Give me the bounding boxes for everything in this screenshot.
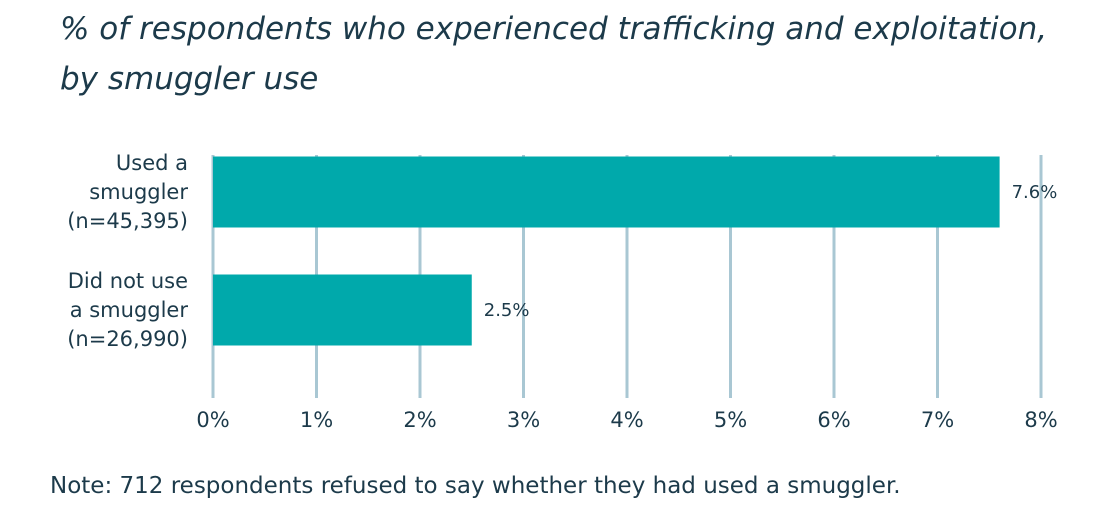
category-label: a smuggler — [70, 298, 189, 322]
data-label: 2.5% — [484, 300, 530, 321]
labels: 0% 1% 2% 3% 4% 5% 6% 7% 8% 7.6% Used a smuggler (n=4… — [67, 151, 1057, 432]
x-tick-label: 4% — [610, 408, 643, 432]
x-tick-label: 5% — [714, 408, 747, 432]
x-tick-label: 8% — [1024, 408, 1057, 432]
x-tick-label: 3% — [507, 408, 540, 432]
chart-note: Note: 712 respondents refused to say whe… — [50, 473, 901, 499]
category-label: Did not use — [68, 269, 188, 293]
bar — [213, 274, 472, 346]
x-tick-label: 0% — [196, 408, 229, 432]
x-tick-label: 7% — [921, 408, 954, 432]
data-label: 7.6% — [1012, 182, 1058, 203]
bars — [213, 156, 1000, 346]
category-label: (n=45,395) — [67, 209, 188, 233]
x-tick-label: 2% — [403, 408, 436, 432]
category-label: (n=26,990) — [67, 327, 188, 351]
bar — [213, 156, 1000, 228]
category-label: Used a — [116, 151, 188, 175]
x-tick-label: 1% — [300, 408, 333, 432]
x-tick-label: 6% — [817, 408, 850, 432]
category-label: smuggler — [89, 180, 188, 204]
chart-title: % of respondents who experienced traffic… — [60, 11, 1048, 97]
